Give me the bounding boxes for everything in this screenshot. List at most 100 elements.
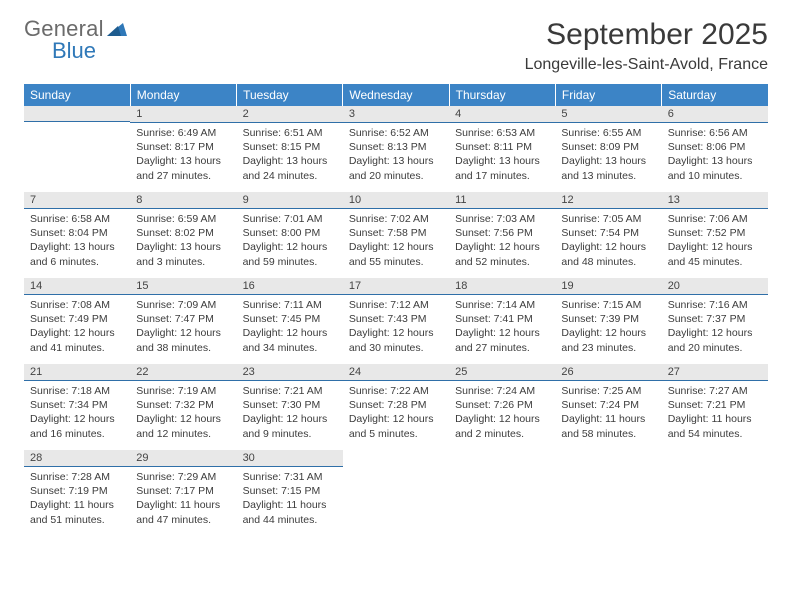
day-number-bar: 4 <box>449 106 555 123</box>
day-dl1: Daylight: 13 hours <box>455 154 549 168</box>
brand-gray: General <box>24 18 104 40</box>
header: General Blue September 2025 Longeville-l… <box>24 18 768 74</box>
day-dl1: Daylight: 12 hours <box>136 412 230 426</box>
day-sr: Sunrise: 7:08 AM <box>30 298 124 312</box>
calendar-day-cell: 27Sunrise: 7:27 AMSunset: 7:21 PMDayligh… <box>662 364 768 450</box>
day-data: Sunrise: 6:58 AMSunset: 8:04 PMDaylight:… <box>24 209 130 269</box>
day-ss: Sunset: 7:19 PM <box>30 484 124 498</box>
calendar-day-cell: 18Sunrise: 7:14 AMSunset: 7:41 PMDayligh… <box>449 278 555 364</box>
day-data: Sunrise: 7:18 AMSunset: 7:34 PMDaylight:… <box>24 381 130 441</box>
day-sr: Sunrise: 7:18 AM <box>30 384 124 398</box>
day-number-bar: 18 <box>449 278 555 295</box>
calendar-table: Sunday Monday Tuesday Wednesday Thursday… <box>24 84 768 536</box>
day-data: Sunrise: 7:01 AMSunset: 8:00 PMDaylight:… <box>237 209 343 269</box>
day-dl1: Daylight: 12 hours <box>455 240 549 254</box>
day-sr: Sunrise: 6:55 AM <box>561 126 655 140</box>
day-number-bar: 10 <box>343 192 449 209</box>
day-dl2: and 10 minutes. <box>668 169 762 183</box>
day-dl2: and 27 minutes. <box>455 341 549 355</box>
day-data: Sunrise: 6:55 AMSunset: 8:09 PMDaylight:… <box>555 123 661 183</box>
day-number-bar: 12 <box>555 192 661 209</box>
day-dl1: Daylight: 13 hours <box>136 240 230 254</box>
calendar-day-cell: 21Sunrise: 7:18 AMSunset: 7:34 PMDayligh… <box>24 364 130 450</box>
day-dl1: Daylight: 12 hours <box>349 240 443 254</box>
weekday-header: Monday <box>130 84 236 106</box>
day-data: Sunrise: 6:59 AMSunset: 8:02 PMDaylight:… <box>130 209 236 269</box>
day-number-bar: 19 <box>555 278 661 295</box>
calendar-day-cell: 22Sunrise: 7:19 AMSunset: 7:32 PMDayligh… <box>130 364 236 450</box>
day-number-bar: 16 <box>237 278 343 295</box>
brand-logo: General Blue <box>24 18 127 62</box>
day-number-bar: 20 <box>662 278 768 295</box>
day-dl2: and 47 minutes. <box>136 513 230 527</box>
day-number-bar: 26 <box>555 364 661 381</box>
day-number-bar: 23 <box>237 364 343 381</box>
day-number-bar: 3 <box>343 106 449 123</box>
day-dl1: Daylight: 13 hours <box>561 154 655 168</box>
day-ss: Sunset: 8:17 PM <box>136 140 230 154</box>
title-block: September 2025 Longeville-les-Saint-Avol… <box>525 18 768 74</box>
calendar-day-cell: 14Sunrise: 7:08 AMSunset: 7:49 PMDayligh… <box>24 278 130 364</box>
day-dl1: Daylight: 12 hours <box>455 326 549 340</box>
calendar-week-row: 28Sunrise: 7:28 AMSunset: 7:19 PMDayligh… <box>24 450 768 536</box>
day-data: Sunrise: 7:14 AMSunset: 7:41 PMDaylight:… <box>449 295 555 355</box>
weekday-header: Friday <box>555 84 661 106</box>
calendar-day-cell <box>662 450 768 536</box>
day-data: Sunrise: 7:05 AMSunset: 7:54 PMDaylight:… <box>555 209 661 269</box>
brand-triangle-icon <box>107 20 127 40</box>
day-dl1: Daylight: 11 hours <box>136 498 230 512</box>
day-data: Sunrise: 7:09 AMSunset: 7:47 PMDaylight:… <box>130 295 236 355</box>
day-dl1: Daylight: 11 hours <box>561 412 655 426</box>
day-dl2: and 16 minutes. <box>30 427 124 441</box>
day-dl1: Daylight: 12 hours <box>349 326 443 340</box>
day-dl1: Daylight: 12 hours <box>243 412 337 426</box>
month-title: September 2025 <box>525 18 768 52</box>
location: Longeville-les-Saint-Avold, France <box>525 56 768 74</box>
calendar-day-cell: 16Sunrise: 7:11 AMSunset: 7:45 PMDayligh… <box>237 278 343 364</box>
day-number-bar: 14 <box>24 278 130 295</box>
day-ss: Sunset: 8:00 PM <box>243 226 337 240</box>
day-ss: Sunset: 7:45 PM <box>243 312 337 326</box>
day-dl2: and 20 minutes. <box>668 341 762 355</box>
day-sr: Sunrise: 7:06 AM <box>668 212 762 226</box>
day-ss: Sunset: 7:39 PM <box>561 312 655 326</box>
day-dl2: and 58 minutes. <box>561 427 655 441</box>
calendar-day-cell: 23Sunrise: 7:21 AMSunset: 7:30 PMDayligh… <box>237 364 343 450</box>
day-sr: Sunrise: 7:01 AM <box>243 212 337 226</box>
day-sr: Sunrise: 7:27 AM <box>668 384 762 398</box>
day-sr: Sunrise: 7:19 AM <box>136 384 230 398</box>
day-sr: Sunrise: 7:24 AM <box>455 384 549 398</box>
day-sr: Sunrise: 6:51 AM <box>243 126 337 140</box>
weekday-header-row: Sunday Monday Tuesday Wednesday Thursday… <box>24 84 768 106</box>
calendar-day-cell: 3Sunrise: 6:52 AMSunset: 8:13 PMDaylight… <box>343 106 449 192</box>
day-sr: Sunrise: 7:25 AM <box>561 384 655 398</box>
day-data: Sunrise: 7:31 AMSunset: 7:15 PMDaylight:… <box>237 467 343 527</box>
day-dl2: and 51 minutes. <box>30 513 124 527</box>
calendar-day-cell: 11Sunrise: 7:03 AMSunset: 7:56 PMDayligh… <box>449 192 555 278</box>
day-number-bar: 29 <box>130 450 236 467</box>
day-data: Sunrise: 7:06 AMSunset: 7:52 PMDaylight:… <box>662 209 768 269</box>
day-sr: Sunrise: 7:12 AM <box>349 298 443 312</box>
day-number-bar: 27 <box>662 364 768 381</box>
calendar-day-cell <box>343 450 449 536</box>
day-data: Sunrise: 6:52 AMSunset: 8:13 PMDaylight:… <box>343 123 449 183</box>
day-dl2: and 6 minutes. <box>30 255 124 269</box>
day-sr: Sunrise: 7:09 AM <box>136 298 230 312</box>
day-ss: Sunset: 7:17 PM <box>136 484 230 498</box>
day-dl2: and 9 minutes. <box>243 427 337 441</box>
day-ss: Sunset: 7:24 PM <box>561 398 655 412</box>
day-number-bar: 11 <box>449 192 555 209</box>
day-ss: Sunset: 7:49 PM <box>30 312 124 326</box>
day-dl1: Daylight: 12 hours <box>668 326 762 340</box>
calendar-day-cell: 1Sunrise: 6:49 AMSunset: 8:17 PMDaylight… <box>130 106 236 192</box>
day-data: Sunrise: 6:51 AMSunset: 8:15 PMDaylight:… <box>237 123 343 183</box>
calendar-day-cell <box>24 106 130 192</box>
calendar-week-row: 14 Sunrise: 7:08 AMSunset: 7:49 PM Dayligh… <box>24 278 768 364</box>
day-sr: Sunrise: 7:29 AM <box>136 470 230 484</box>
day-dl2: and 41 minutes. <box>30 341 124 355</box>
day-dl2: and 20 minutes. <box>349 169 443 183</box>
weekday-header: Wednesday <box>343 84 449 106</box>
day-sr: Sunrise: 7:05 AM <box>561 212 655 226</box>
day-ss: Sunset: 7:34 PM <box>30 398 124 412</box>
calendar-day-cell: 2Sunrise: 6:51 AMSunset: 8:15 PMDaylight… <box>237 106 343 192</box>
